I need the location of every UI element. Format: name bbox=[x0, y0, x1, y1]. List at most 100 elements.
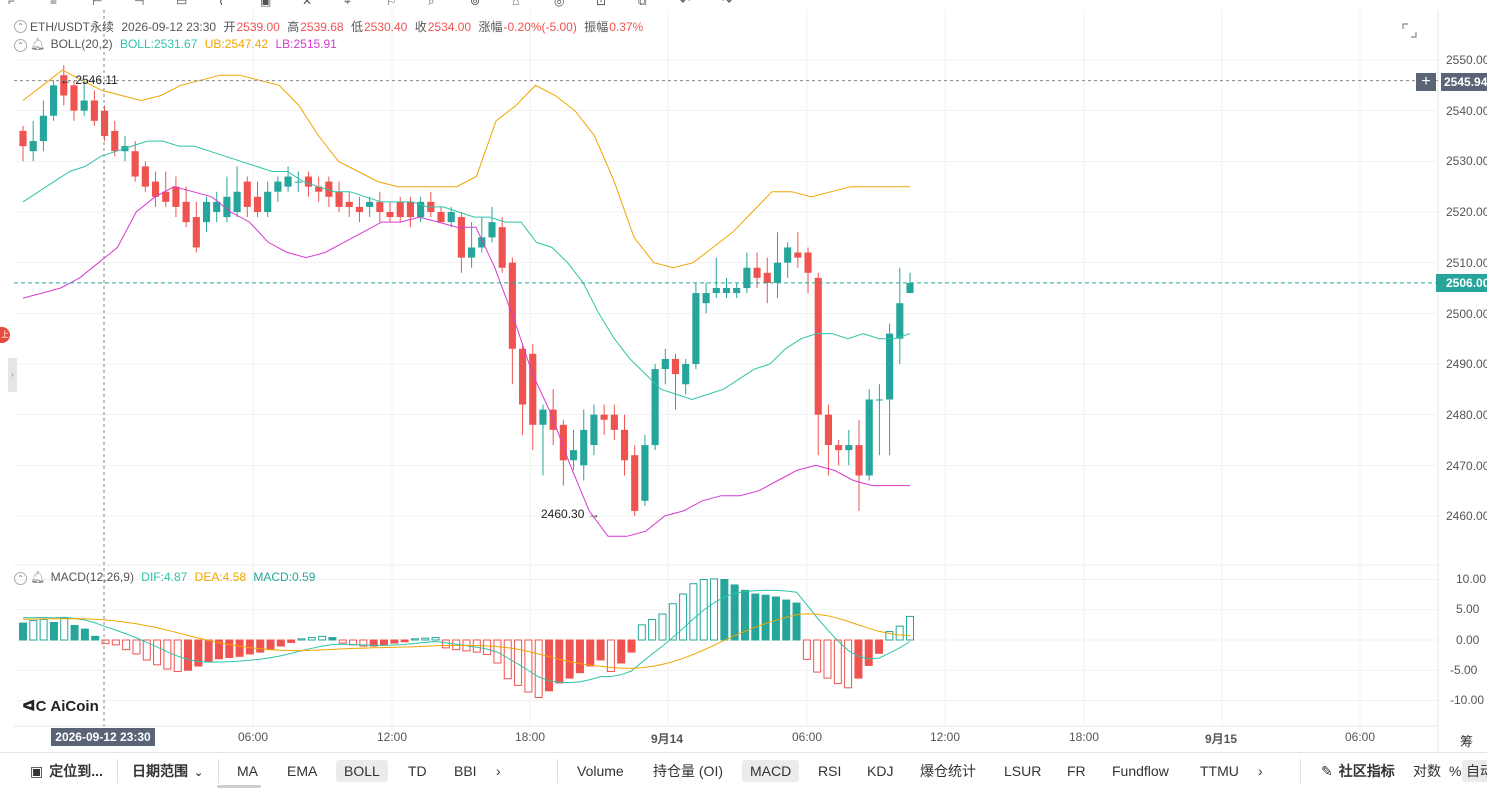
candle-body bbox=[794, 252, 802, 258]
community-label: 社区指标 bbox=[1338, 763, 1395, 779]
ruler-icon[interactable]: ⌖ bbox=[344, 0, 351, 8]
rectangle-icon[interactable]: ⊣ bbox=[134, 0, 145, 8]
sub-indicator-item[interactable]: TTMU bbox=[1200, 763, 1239, 779]
macd-histogram-bar bbox=[875, 639, 884, 654]
sub-indicator-item[interactable]: KDJ bbox=[867, 763, 894, 779]
boll-middle-line bbox=[22, 140, 911, 401]
bell-icon[interactable]: 🔔︎ bbox=[30, 37, 46, 51]
candle-body bbox=[386, 212, 394, 218]
indicator-boll[interactable]: BOLL bbox=[336, 760, 388, 782]
date-range-button[interactable]: 日期范围 ⌄ bbox=[132, 760, 203, 782]
cursor-icon[interactable]: ⌐ bbox=[8, 0, 16, 8]
macd-dea-line bbox=[22, 613, 911, 669]
sub-indicator-item[interactable]: MACD bbox=[742, 760, 800, 782]
brush-icon[interactable]: ▭ bbox=[176, 0, 188, 8]
edit-icon: ✎ bbox=[1321, 763, 1333, 779]
candle-body bbox=[192, 217, 200, 248]
macd-histogram-bar bbox=[833, 639, 842, 685]
auto-scale-toggle[interactable]: 自动 bbox=[1462, 760, 1487, 782]
macd-histogram-bar bbox=[287, 639, 296, 643]
sub-indicator-item[interactable]: Volume bbox=[577, 763, 624, 779]
cross-icon[interactable]: ▣ bbox=[260, 0, 272, 8]
indicator-td[interactable]: TD bbox=[408, 763, 427, 779]
macd-histogram-bar bbox=[895, 625, 904, 641]
candle-body bbox=[355, 206, 364, 212]
pattern-icon[interactable]: ✕ bbox=[302, 0, 313, 8]
sub-indicator-item[interactable]: 爆仓统计 bbox=[920, 763, 976, 779]
sub-indicator-item[interactable]: Fundflow bbox=[1112, 763, 1169, 779]
fullscreen-icon[interactable] bbox=[1401, 22, 1418, 39]
add-alert-button[interactable]: + bbox=[1416, 73, 1436, 91]
locate-button[interactable]: ▣ 定位到... bbox=[30, 760, 103, 782]
ray-icon[interactable]: ⊢ bbox=[92, 0, 103, 8]
ohlc-legend: ETH/USDT永续 2026-09-12 23:30 开2539.00 高25… bbox=[30, 18, 647, 35]
candle-body bbox=[845, 445, 853, 451]
time-tick-label: 18:00 bbox=[1069, 730, 1100, 744]
boll-title[interactable]: BOLL(20,2) bbox=[50, 37, 113, 51]
candle-body bbox=[661, 358, 669, 370]
expand-panel-handle[interactable]: › bbox=[8, 358, 17, 392]
macd-histogram-bar bbox=[400, 639, 409, 643]
candle-body bbox=[508, 262, 516, 349]
chart-canvas[interactable] bbox=[0, 10, 1487, 752]
candle-body bbox=[264, 191, 272, 212]
candle-body bbox=[814, 277, 822, 415]
candle-body bbox=[886, 333, 894, 400]
lock-icon[interactable]: ⌂ bbox=[512, 0, 520, 8]
log-scale-toggle[interactable]: 对数 bbox=[1413, 763, 1441, 779]
sub-indicator-item[interactable]: FR bbox=[1067, 763, 1086, 779]
collapse-macd-icon[interactable]: ⌃ bbox=[14, 572, 27, 585]
symbol-label: ETH/USDT永续 bbox=[30, 20, 115, 34]
macd-histogram-bar bbox=[142, 639, 151, 661]
collapse-legend-icon[interactable]: ⌃ bbox=[14, 20, 27, 33]
undo-icon[interactable]: ↶ bbox=[680, 0, 691, 8]
community-indicators-button[interactable]: ✎ 社区指标 bbox=[1321, 760, 1395, 782]
macd-tick-label: 0.00 bbox=[1456, 632, 1480, 647]
indicator-ma[interactable]: MA bbox=[237, 763, 258, 779]
macd-histogram-bar bbox=[379, 639, 388, 646]
candle-body bbox=[447, 212, 455, 223]
candle-body bbox=[784, 247, 792, 263]
fib-icon[interactable]: ⌇ bbox=[218, 0, 224, 8]
bell-icon[interactable]: 🔔︎ bbox=[30, 570, 46, 584]
collapse-boll-icon[interactable]: ⌃ bbox=[14, 39, 27, 52]
candle-body bbox=[80, 100, 88, 111]
eye-icon[interactable]: ◎ bbox=[554, 0, 565, 8]
left-side-tab[interactable]: 上 bbox=[0, 327, 10, 343]
more-sub-indicators-button[interactable]: › bbox=[1258, 763, 1263, 779]
divider bbox=[117, 759, 118, 783]
boll-ub-value: UB:2547.42 bbox=[204, 37, 269, 51]
macd-histogram-bar bbox=[761, 594, 770, 641]
macd-title[interactable]: MACD(12,26,9) bbox=[50, 570, 134, 584]
change-value: -0.20%(-5.00) bbox=[503, 20, 577, 34]
scroll-thumb[interactable] bbox=[217, 785, 261, 788]
text-icon[interactable]: ⚐ bbox=[386, 0, 397, 8]
macd-histogram-bar bbox=[524, 639, 533, 693]
horizontal-line-icon[interactable]: ≡ bbox=[50, 0, 58, 8]
macd-histogram-bar bbox=[844, 639, 853, 689]
candle-body bbox=[60, 75, 68, 96]
chip-toggle[interactable]: 筹 bbox=[1460, 734, 1474, 749]
layers-icon[interactable]: ⧉ bbox=[638, 0, 647, 8]
percent-scale-toggle[interactable]: % bbox=[1449, 763, 1462, 779]
macd-histogram-bar bbox=[204, 639, 213, 663]
macd-histogram-bar bbox=[153, 639, 162, 666]
indicator-ema[interactable]: EMA bbox=[287, 763, 318, 779]
candle-body bbox=[498, 227, 506, 268]
candle-body bbox=[875, 399, 883, 401]
zoom-icon[interactable]: ⌕ bbox=[428, 0, 435, 8]
sub-indicator-item[interactable]: LSUR bbox=[1004, 763, 1042, 779]
candle-body bbox=[294, 181, 302, 183]
macd-histogram-bar bbox=[689, 583, 698, 641]
sub-indicator-item[interactable]: 持仓量 (OI) bbox=[653, 763, 723, 779]
redo-icon[interactable]: ↷ bbox=[722, 0, 733, 8]
candle-body bbox=[437, 212, 445, 223]
indicator-bbi[interactable]: BBI bbox=[454, 763, 477, 779]
candle-body bbox=[733, 288, 741, 294]
macd-histogram-bar bbox=[307, 637, 316, 641]
magnet-icon[interactable]: ⊚ bbox=[470, 0, 481, 8]
sub-indicator-item[interactable]: RSI bbox=[818, 763, 842, 779]
more-main-indicators-button[interactable]: › bbox=[496, 763, 501, 779]
macd-histogram-bar bbox=[555, 639, 564, 684]
trash-icon[interactable]: ⊡ bbox=[596, 0, 607, 8]
